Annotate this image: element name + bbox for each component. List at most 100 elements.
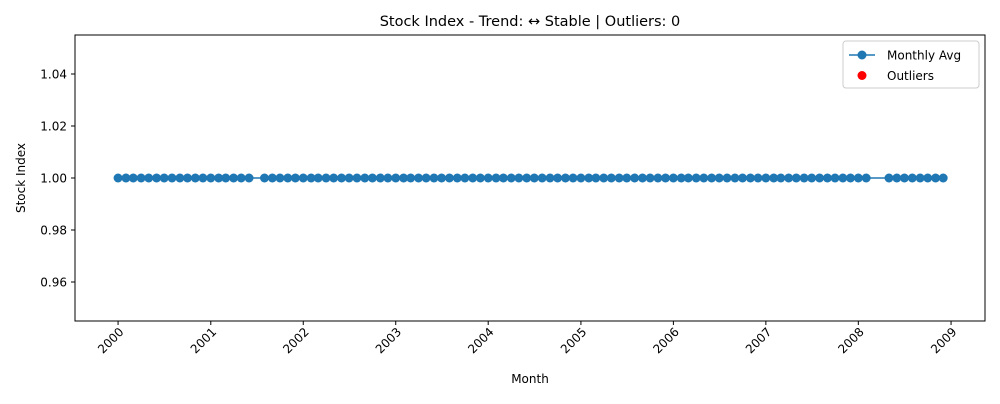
data-point [714, 173, 724, 183]
data-point [306, 173, 316, 183]
data-point [907, 173, 917, 183]
data-point [452, 173, 462, 183]
y-tick-label: 1.00 [40, 172, 67, 186]
data-point [560, 173, 570, 183]
data-point [429, 173, 439, 183]
legend-box [842, 40, 980, 89]
data-point [136, 173, 146, 183]
x-tick-label: 2003 [373, 325, 404, 356]
data-point [769, 173, 779, 183]
data-point [745, 173, 755, 183]
data-point [352, 173, 362, 183]
data-point [198, 173, 208, 183]
x-tick-label: 2005 [558, 325, 589, 356]
data-point [591, 173, 601, 183]
data-point [838, 173, 848, 183]
x-axis-ticks: 2000 2001 2002 2003 2004 2005 2006 2007 2008 2009 [95, 321, 960, 356]
data-point [391, 173, 401, 183]
y-tick-label: 0.96 [40, 276, 67, 290]
data-point [584, 173, 594, 183]
data-point [283, 173, 293, 183]
data-point [884, 173, 894, 183]
data-point [444, 173, 454, 183]
x-tick-label: 2008 [835, 325, 866, 356]
data-point [683, 173, 693, 183]
data-point [730, 173, 740, 183]
data-point [529, 173, 539, 183]
data-point [190, 173, 200, 183]
data-point [267, 173, 277, 183]
data-point [337, 173, 347, 183]
y-tick-label: 1.04 [40, 68, 67, 82]
series-monthly-avg [113, 173, 948, 183]
data-point [498, 173, 508, 183]
data-point [915, 173, 925, 183]
data-point [214, 173, 224, 183]
data-point [899, 173, 909, 183]
data-point [506, 173, 516, 183]
data-point [892, 173, 902, 183]
data-point [414, 173, 424, 183]
data-point [421, 173, 431, 183]
data-point [229, 173, 239, 183]
legend-marker-outliers [857, 71, 867, 80]
data-point [113, 173, 123, 183]
x-axis-label: Month [511, 372, 549, 386]
data-point [923, 173, 933, 183]
data-point [259, 173, 269, 183]
x-tick-label: 2001 [188, 325, 219, 356]
x-tick-label: 2002 [280, 325, 311, 356]
data-point [691, 173, 701, 183]
data-point [128, 173, 138, 183]
data-point [676, 173, 686, 183]
data-point [761, 173, 771, 183]
x-tick-label: 2009 [928, 325, 959, 356]
data-point [329, 173, 339, 183]
data-point [182, 173, 192, 183]
data-point [313, 173, 323, 183]
data-point [375, 173, 385, 183]
y-axis-label: Stock Index [14, 143, 28, 213]
data-point [861, 173, 871, 183]
data-point [144, 173, 154, 183]
legend-label-outliers: Outliers [887, 69, 934, 83]
data-point [653, 173, 663, 183]
data-point [776, 173, 786, 183]
data-point [845, 173, 855, 183]
data-point [738, 173, 748, 183]
data-point [475, 173, 485, 183]
data-point [244, 173, 254, 183]
legend-label-monthly-avg: Monthly Avg [887, 49, 961, 63]
data-point [275, 173, 285, 183]
y-tick-label: 1.02 [40, 120, 67, 134]
x-tick-label: 2007 [743, 325, 774, 356]
data-point [791, 173, 801, 183]
data-point [298, 173, 308, 183]
data-point [807, 173, 817, 183]
data-point [236, 173, 246, 183]
data-point [152, 173, 162, 183]
data-point [175, 173, 185, 183]
data-point [537, 173, 547, 183]
data-point [622, 173, 632, 183]
data-point [661, 173, 671, 183]
x-tick-label: 2004 [465, 325, 496, 356]
data-point [159, 173, 169, 183]
data-point [931, 173, 941, 183]
data-point [630, 173, 640, 183]
data-point [614, 173, 624, 183]
y-axis-ticks: 0.96 0.98 1.00 1.02 1.04 [40, 68, 75, 290]
data-point [668, 173, 678, 183]
data-point [383, 173, 393, 183]
data-point [599, 173, 609, 183]
data-point [399, 173, 409, 183]
data-point [514, 173, 524, 183]
data-point [637, 173, 647, 183]
data-point [853, 173, 863, 183]
data-point [206, 173, 216, 183]
legend-marker-monthly-avg [857, 50, 867, 60]
data-point [321, 173, 331, 183]
data-point [822, 173, 832, 183]
